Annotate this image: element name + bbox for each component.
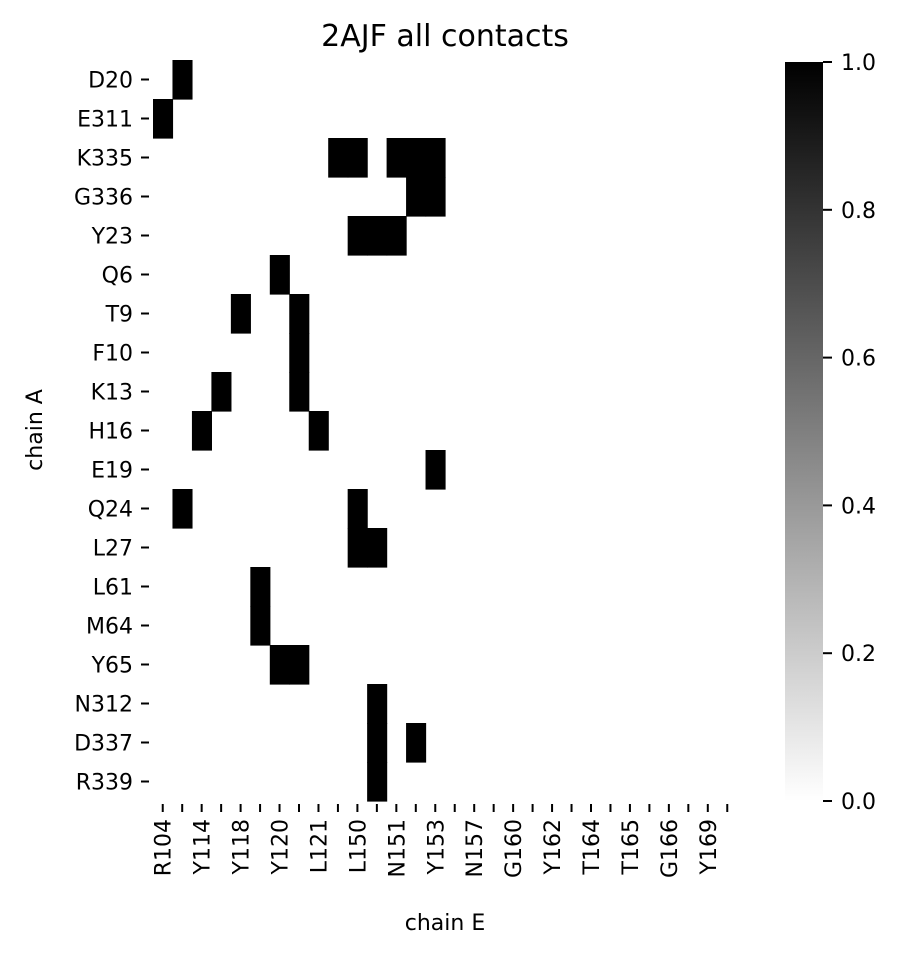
y-tick-label: E19 bbox=[91, 459, 133, 484]
x-tick-label: Y153 bbox=[424, 819, 449, 875]
y-axis-label: chain A bbox=[23, 389, 48, 471]
heatmap-cell bbox=[230, 294, 251, 334]
heatmap-cell bbox=[172, 60, 193, 100]
heatmap-cell bbox=[386, 138, 407, 178]
x-axis-label: chain E bbox=[405, 911, 485, 936]
heatmap-cell bbox=[289, 372, 310, 412]
heatmap-cell bbox=[269, 645, 290, 685]
y-tick-label: L61 bbox=[93, 576, 133, 601]
x-tick-label: Y169 bbox=[697, 819, 722, 875]
colorbar-ticks: 0.0 0.2 0.4 0.6 0.8 1.0 bbox=[823, 51, 876, 815]
heatmap-cells bbox=[153, 60, 446, 802]
y-tick-label: H16 bbox=[88, 420, 133, 445]
heatmap-cell bbox=[406, 723, 427, 763]
y-tick-label: Y23 bbox=[91, 225, 133, 250]
heatmap-cell bbox=[425, 177, 446, 217]
colorbar-tick-label: 0.0 bbox=[841, 790, 876, 815]
y-tick-label: Y65 bbox=[91, 654, 133, 679]
colorbar-tick-label: 1.0 bbox=[841, 51, 876, 76]
x-tick-label: G166 bbox=[658, 819, 683, 878]
heatmap-cell bbox=[425, 450, 446, 490]
heatmap-cell bbox=[289, 645, 310, 685]
y-tick-label: N312 bbox=[75, 693, 133, 718]
colorbar-tick-label: 0.2 bbox=[841, 642, 876, 667]
y-axis-ticks: D20 E311 K335 G336 Y23 Q6 T9 F10 K13 H16 E19 Q24 L27… bbox=[74, 69, 149, 796]
y-tick-label: K13 bbox=[91, 381, 133, 406]
y-tick-label: M64 bbox=[86, 615, 133, 640]
x-tick-label: Y162 bbox=[541, 819, 566, 875]
x-axis-ticks: R104 Y114 Y118 Y120 L121 L150 N151 Y153 N157 G160… bbox=[152, 804, 729, 878]
heatmap-cell bbox=[367, 684, 388, 724]
chart-title: 2AJF all contacts bbox=[321, 19, 569, 54]
heatmap-cell bbox=[367, 762, 388, 802]
heatmap-cell bbox=[289, 333, 310, 373]
colorbar-gradient bbox=[785, 62, 823, 801]
heatmap-cell bbox=[308, 411, 329, 451]
heatmap-cell bbox=[250, 606, 271, 646]
y-tick-label: D20 bbox=[88, 69, 133, 94]
x-tick-label: R104 bbox=[152, 819, 177, 876]
x-tick-label: N157 bbox=[463, 819, 488, 877]
heatmap-cell bbox=[153, 99, 174, 139]
x-tick-label: Y120 bbox=[269, 819, 294, 875]
heatmap-cell bbox=[406, 177, 427, 217]
y-tick-label: D337 bbox=[74, 732, 133, 757]
heatmap-cell bbox=[425, 138, 446, 178]
heatmap-cell bbox=[289, 294, 310, 334]
x-tick-label: Y118 bbox=[230, 819, 255, 875]
y-tick-label: K335 bbox=[77, 147, 133, 172]
y-tick-label: L27 bbox=[93, 537, 133, 562]
x-tick-label: G160 bbox=[502, 819, 527, 878]
heatmap-cell bbox=[347, 138, 368, 178]
heatmap-cell bbox=[347, 489, 368, 529]
x-tick-label: L121 bbox=[307, 819, 332, 873]
heatmap-cell bbox=[406, 138, 427, 178]
y-tick-label: R339 bbox=[76, 771, 133, 796]
y-tick-label: Q24 bbox=[88, 498, 133, 523]
heatmap-cell bbox=[386, 216, 407, 256]
heatmap-cell bbox=[172, 489, 193, 529]
heatmap-cell bbox=[367, 723, 388, 763]
heatmap-cell bbox=[269, 255, 290, 295]
heatmap-cell bbox=[347, 216, 368, 256]
y-tick-label: T9 bbox=[105, 303, 133, 328]
y-tick-label: E311 bbox=[77, 108, 133, 133]
heatmap-cell bbox=[347, 528, 368, 568]
colorbar-tick-label: 0.6 bbox=[841, 347, 876, 372]
heatmap-cell bbox=[211, 372, 232, 412]
y-tick-label: Q6 bbox=[102, 264, 133, 289]
colorbar-tick-label: 0.8 bbox=[841, 199, 876, 224]
x-tick-label: Y114 bbox=[191, 819, 216, 875]
x-tick-label: L150 bbox=[346, 819, 371, 873]
heatmap-cell bbox=[328, 138, 349, 178]
x-tick-label: T165 bbox=[619, 819, 644, 875]
y-tick-label: F10 bbox=[92, 342, 133, 367]
heatmap-cell bbox=[250, 567, 271, 607]
heatmap-cell bbox=[367, 528, 388, 568]
y-tick-label: G336 bbox=[74, 186, 133, 211]
x-tick-label: N151 bbox=[385, 819, 410, 877]
colorbar: 0.0 0.2 0.4 0.6 0.8 1.0 bbox=[785, 51, 876, 815]
colorbar-tick-label: 0.4 bbox=[841, 494, 876, 519]
heatmap-cell bbox=[367, 216, 388, 256]
heatmap-cell bbox=[191, 411, 212, 451]
x-tick-label: T164 bbox=[580, 819, 605, 875]
